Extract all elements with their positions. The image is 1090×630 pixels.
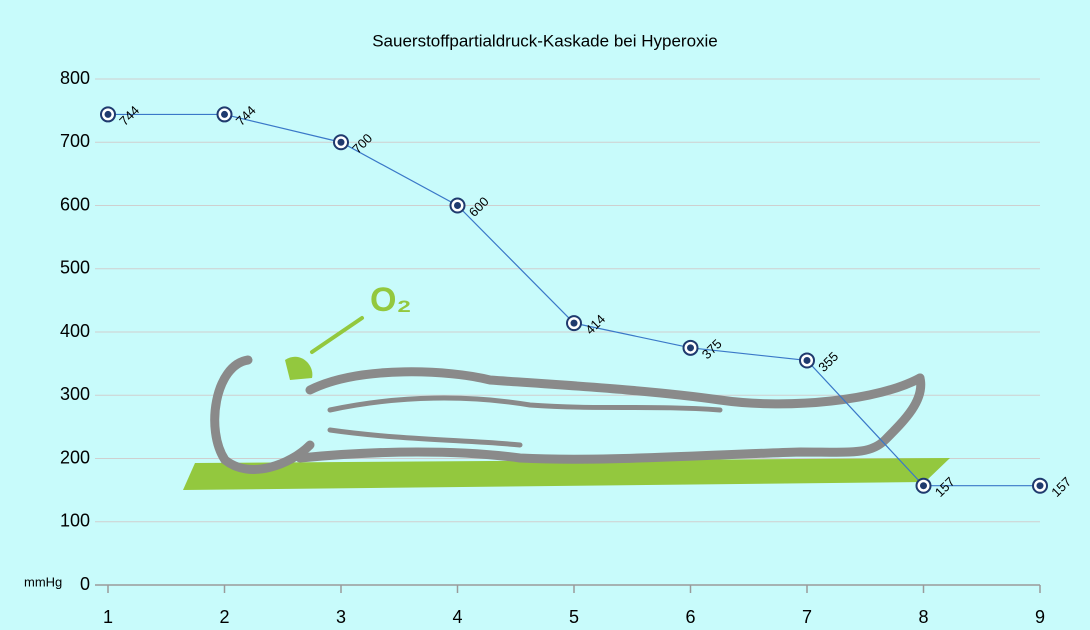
marker-dot <box>803 356 811 364</box>
arm <box>327 395 723 413</box>
x-tick-label: 1 <box>103 607 113 627</box>
marker-dot <box>1036 482 1044 490</box>
y-tick-label: 500 <box>60 258 90 278</box>
body-bottom <box>295 373 926 464</box>
y-tick-label: 700 <box>60 131 90 151</box>
marker-dot <box>687 344 694 352</box>
x-tick-label: 5 <box>569 607 579 627</box>
x-tick-label: 8 <box>918 607 928 627</box>
x-tick-label: 3 <box>336 607 346 627</box>
annotation: O₂ <box>370 281 412 319</box>
y-axis-label: mmHg <box>24 574 62 589</box>
marker-dot <box>920 482 927 490</box>
x-tick-label: 6 <box>685 607 695 627</box>
y-tick-label: 800 <box>60 68 90 88</box>
marker-dot <box>570 319 578 327</box>
torso <box>327 427 523 448</box>
y-tick-label: 400 <box>60 321 90 341</box>
body-top <box>305 367 925 409</box>
y-tick-label: 600 <box>60 194 90 214</box>
x-tick-label: 9 <box>1035 607 1045 627</box>
pointer <box>310 316 364 354</box>
x-tick-label: 2 <box>219 607 229 627</box>
y-tick-label: 100 <box>60 511 90 531</box>
x-tick-label: 7 <box>802 607 812 627</box>
illustration: O₂ <box>183 281 950 490</box>
cap <box>285 356 313 380</box>
y-tick-label: 200 <box>60 447 90 467</box>
y-tick-label: 300 <box>60 384 90 404</box>
y-tick-label: 0 <box>80 574 90 594</box>
marker-dot <box>221 110 228 118</box>
x-tick-label: 4 <box>452 607 462 627</box>
mat <box>183 458 950 490</box>
marker-dot <box>104 110 112 118</box>
marker-dot <box>337 138 345 146</box>
marker-dot <box>454 202 461 209</box>
chart-title: Sauerstoffpartialdruck-Kaskade bei Hyper… <box>372 31 718 50</box>
head <box>210 355 315 474</box>
